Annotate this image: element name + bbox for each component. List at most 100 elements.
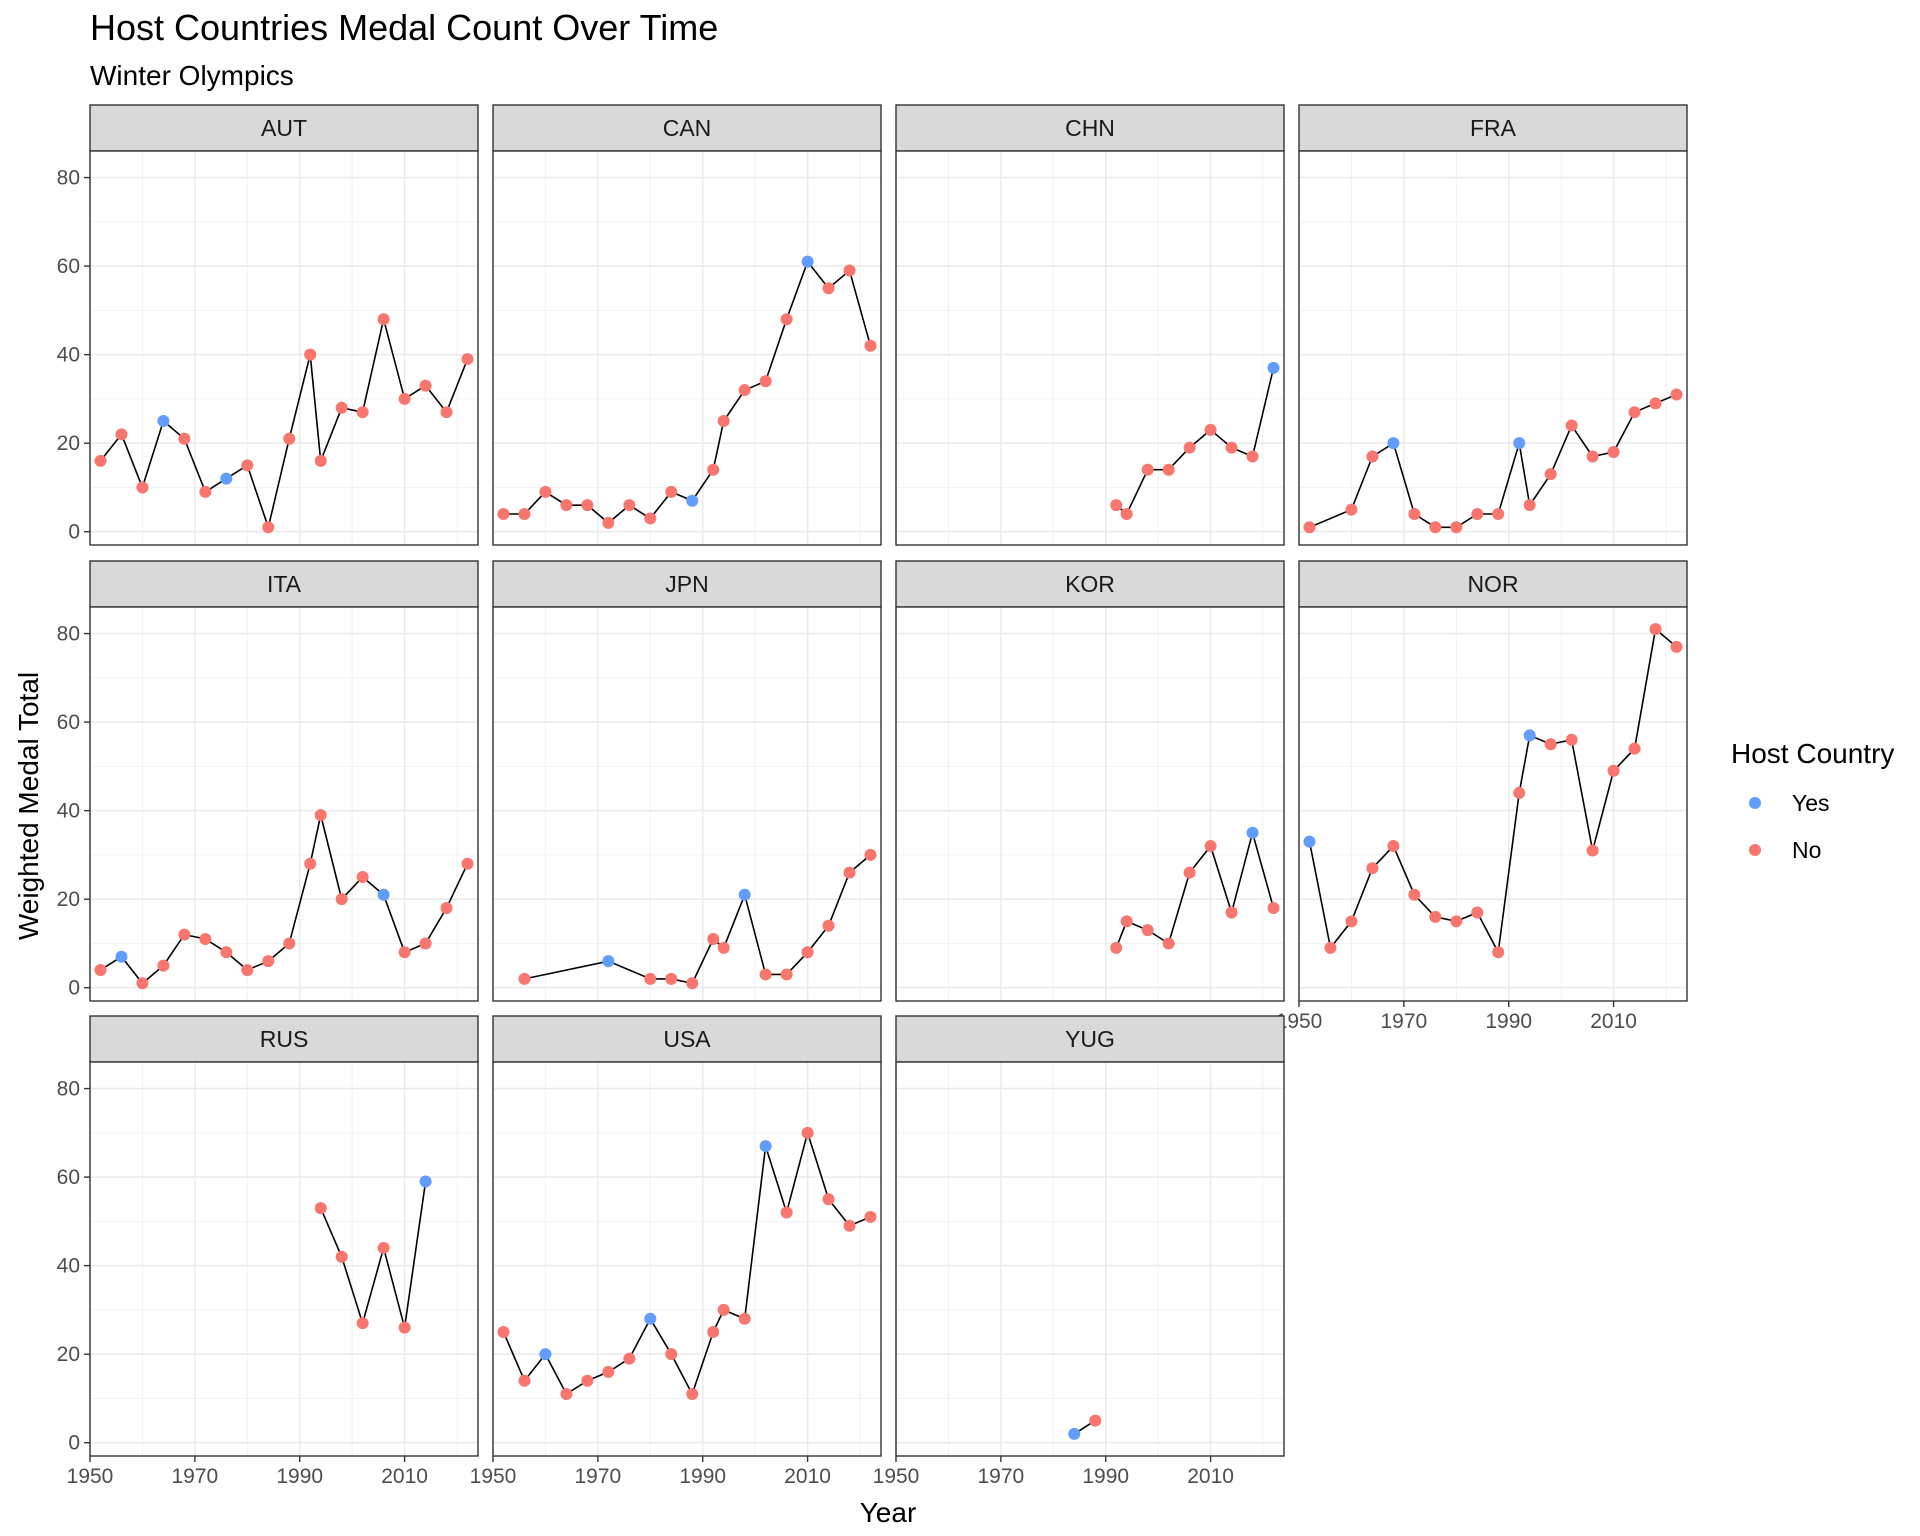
data-point bbox=[581, 1374, 594, 1387]
chart-subtitle: Winter Olympics bbox=[90, 60, 294, 91]
data-point bbox=[1387, 437, 1400, 450]
y-tick-label: 0 bbox=[68, 1432, 80, 1455]
data-point bbox=[157, 959, 170, 972]
y-tick-label: 80 bbox=[57, 1078, 80, 1101]
data-point bbox=[136, 977, 149, 990]
x-tick-label: 1970 bbox=[978, 1465, 1025, 1488]
data-point bbox=[1345, 503, 1358, 516]
data-point bbox=[1246, 826, 1259, 839]
facet-panels: AUT 0 20 40 60 80 CAN CHN FRA ITA 0 20 40 60 80 JPN KOR N… bbox=[57, 104, 1688, 1488]
facet-panel-can: CAN bbox=[492, 104, 882, 546]
y-tick-label: 40 bbox=[57, 1255, 80, 1278]
y-tick-label: 40 bbox=[57, 800, 80, 823]
data-point bbox=[843, 866, 856, 879]
panel-background bbox=[90, 607, 478, 1001]
y-tick-label: 60 bbox=[57, 255, 80, 278]
facet-strip-label: CAN bbox=[663, 115, 712, 141]
data-point bbox=[1162, 463, 1175, 476]
facet-strip bbox=[895, 1015, 1285, 1063]
panel-border bbox=[895, 606, 1285, 1002]
y-tick-label: 60 bbox=[57, 1166, 80, 1189]
data-point bbox=[419, 937, 432, 950]
facet-strip-label: CHN bbox=[1065, 115, 1115, 141]
data-point bbox=[801, 946, 814, 959]
data-point bbox=[1429, 521, 1442, 534]
data-point bbox=[780, 1206, 793, 1219]
data-point bbox=[1387, 840, 1400, 853]
data-point bbox=[1492, 946, 1505, 959]
data-point bbox=[314, 809, 327, 822]
x-tick-label: 1990 bbox=[276, 1465, 323, 1488]
data-point bbox=[1450, 521, 1463, 534]
data-point bbox=[665, 485, 678, 498]
data-point bbox=[1523, 499, 1536, 512]
data-point bbox=[283, 432, 296, 445]
data-point bbox=[738, 384, 751, 397]
x-tick-label: 1970 bbox=[1381, 1010, 1428, 1033]
data-point bbox=[539, 1348, 552, 1361]
data-point bbox=[1068, 1427, 1081, 1440]
data-point bbox=[136, 481, 149, 494]
data-point bbox=[1544, 468, 1557, 481]
data-point bbox=[335, 401, 348, 414]
data-point bbox=[864, 339, 877, 352]
panel-border bbox=[492, 606, 882, 1002]
data-point bbox=[1162, 937, 1175, 950]
data-point bbox=[304, 348, 317, 361]
facet-panel-yug: YUG 1950 1970 1990 2010 bbox=[873, 1015, 1285, 1488]
data-point bbox=[717, 415, 730, 428]
data-point bbox=[843, 264, 856, 277]
panel-border bbox=[1298, 150, 1688, 546]
y-tick-label: 40 bbox=[57, 344, 80, 367]
data-point bbox=[644, 1312, 657, 1325]
facet-strip bbox=[89, 560, 479, 608]
data-point bbox=[335, 893, 348, 906]
data-point bbox=[178, 928, 191, 941]
data-point bbox=[518, 1374, 531, 1387]
facet-strip-label: NOR bbox=[1467, 571, 1518, 597]
data-point bbox=[94, 964, 107, 977]
data-point bbox=[1628, 742, 1641, 755]
data-point bbox=[304, 857, 317, 870]
data-point bbox=[1366, 450, 1379, 463]
data-point bbox=[864, 1210, 877, 1223]
panel-border bbox=[89, 1061, 479, 1457]
data-point bbox=[115, 428, 128, 441]
facet-strip bbox=[1298, 104, 1688, 152]
legend-label-yes: Yes bbox=[1792, 790, 1830, 816]
panel-background bbox=[896, 1062, 1284, 1456]
facet-panel-nor: NOR 1950 1970 1990 2010 bbox=[1276, 560, 1688, 1033]
data-point bbox=[377, 1241, 390, 1254]
data-point bbox=[1565, 419, 1578, 432]
data-point bbox=[178, 432, 191, 445]
data-point bbox=[497, 1326, 510, 1339]
panel-background bbox=[90, 151, 478, 545]
data-point bbox=[780, 313, 793, 326]
data-point bbox=[1523, 729, 1536, 742]
data-point bbox=[518, 508, 531, 521]
data-point bbox=[1267, 361, 1280, 374]
data-point bbox=[1183, 441, 1196, 454]
panel-background bbox=[1299, 151, 1687, 545]
data-point bbox=[1303, 835, 1316, 848]
data-point bbox=[822, 1193, 835, 1206]
data-point bbox=[335, 1250, 348, 1263]
data-point bbox=[738, 888, 751, 901]
x-tick-label: 1950 bbox=[873, 1465, 920, 1488]
y-axis-title: Weighted Medal Total bbox=[13, 672, 44, 940]
panel-border bbox=[89, 606, 479, 1002]
data-point bbox=[356, 1317, 369, 1330]
x-tick-label: 1950 bbox=[1276, 1010, 1323, 1033]
data-point bbox=[843, 1219, 856, 1232]
series-line-rus bbox=[319, 1181, 427, 1328]
facet-strip-label: JPN bbox=[665, 571, 708, 597]
data-point bbox=[707, 1326, 720, 1339]
data-point bbox=[623, 1352, 636, 1365]
data-point bbox=[864, 848, 877, 861]
data-point bbox=[1628, 406, 1641, 419]
data-point bbox=[602, 1365, 615, 1378]
data-point bbox=[398, 392, 411, 405]
panel-border bbox=[492, 1061, 882, 1457]
facet-panel-fra: FRA bbox=[1298, 104, 1688, 546]
